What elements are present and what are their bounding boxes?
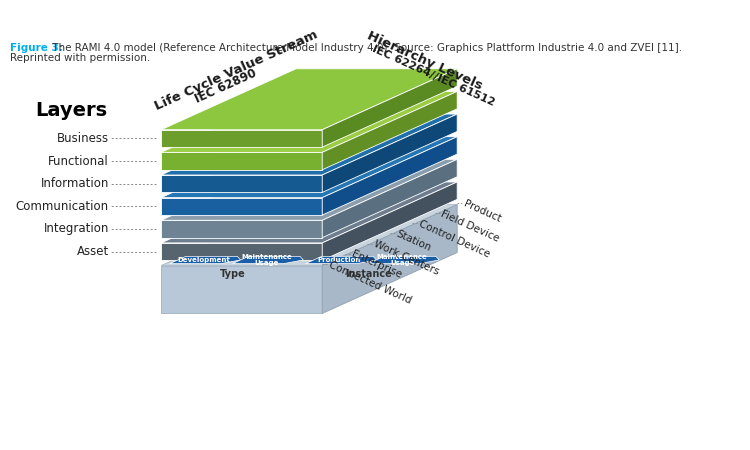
Polygon shape bbox=[161, 69, 458, 130]
Text: Maintenance: Maintenance bbox=[241, 254, 292, 261]
Text: Type: Type bbox=[220, 269, 245, 279]
Text: The RAMI 4.0 model (Reference Architecture Model Industry 4.0). Source: Graphics: The RAMI 4.0 model (Reference Architectu… bbox=[49, 43, 682, 53]
Polygon shape bbox=[161, 266, 322, 314]
Text: Communication: Communication bbox=[16, 200, 109, 213]
Text: Usage: Usage bbox=[390, 260, 414, 266]
Polygon shape bbox=[322, 91, 458, 170]
Polygon shape bbox=[161, 137, 458, 198]
Text: Usage: Usage bbox=[254, 260, 278, 266]
Text: IEC 62890: IEC 62890 bbox=[193, 67, 259, 106]
Polygon shape bbox=[161, 220, 322, 238]
Polygon shape bbox=[161, 243, 322, 261]
Polygon shape bbox=[161, 182, 458, 243]
Polygon shape bbox=[161, 205, 458, 266]
Text: Instance: Instance bbox=[345, 269, 392, 279]
Text: Integration: Integration bbox=[44, 222, 109, 235]
Polygon shape bbox=[161, 175, 322, 193]
Polygon shape bbox=[306, 256, 376, 264]
Text: Life Cycle Value Stream: Life Cycle Value Stream bbox=[153, 28, 320, 113]
Text: Figure 3:: Figure 3: bbox=[10, 43, 63, 53]
Text: Product: Product bbox=[462, 198, 503, 224]
Text: Maintenance: Maintenance bbox=[376, 254, 427, 261]
Polygon shape bbox=[161, 114, 458, 175]
Text: Production: Production bbox=[318, 257, 361, 263]
Polygon shape bbox=[322, 137, 458, 215]
Text: Business: Business bbox=[57, 132, 109, 145]
Polygon shape bbox=[322, 159, 458, 238]
Text: Station: Station bbox=[394, 229, 433, 253]
Text: IEC 62264//IEC 61512: IEC 62264//IEC 61512 bbox=[371, 44, 496, 108]
Polygon shape bbox=[170, 256, 241, 264]
Text: Development: Development bbox=[177, 257, 230, 263]
Text: Hierarchy Levels: Hierarchy Levels bbox=[365, 29, 484, 92]
Polygon shape bbox=[161, 91, 458, 153]
Polygon shape bbox=[161, 159, 458, 220]
Text: Reprinted with permission.: Reprinted with permission. bbox=[10, 53, 151, 63]
Polygon shape bbox=[161, 198, 322, 215]
Polygon shape bbox=[232, 256, 303, 264]
Polygon shape bbox=[368, 256, 439, 264]
Polygon shape bbox=[161, 153, 322, 170]
Text: Control Device: Control Device bbox=[417, 219, 491, 259]
Text: Functional: Functional bbox=[48, 154, 109, 167]
Text: Information: Information bbox=[40, 177, 109, 190]
Polygon shape bbox=[322, 205, 458, 314]
Text: Field Device: Field Device bbox=[440, 208, 501, 243]
Text: Asset: Asset bbox=[76, 245, 109, 258]
Polygon shape bbox=[322, 69, 458, 147]
Polygon shape bbox=[161, 130, 322, 147]
Text: Enterprise: Enterprise bbox=[350, 249, 403, 280]
Text: Connected World: Connected World bbox=[327, 259, 412, 305]
Text: Layers: Layers bbox=[35, 101, 107, 120]
Polygon shape bbox=[322, 114, 458, 193]
Polygon shape bbox=[322, 182, 458, 261]
Text: Work Centers: Work Centers bbox=[372, 239, 440, 277]
